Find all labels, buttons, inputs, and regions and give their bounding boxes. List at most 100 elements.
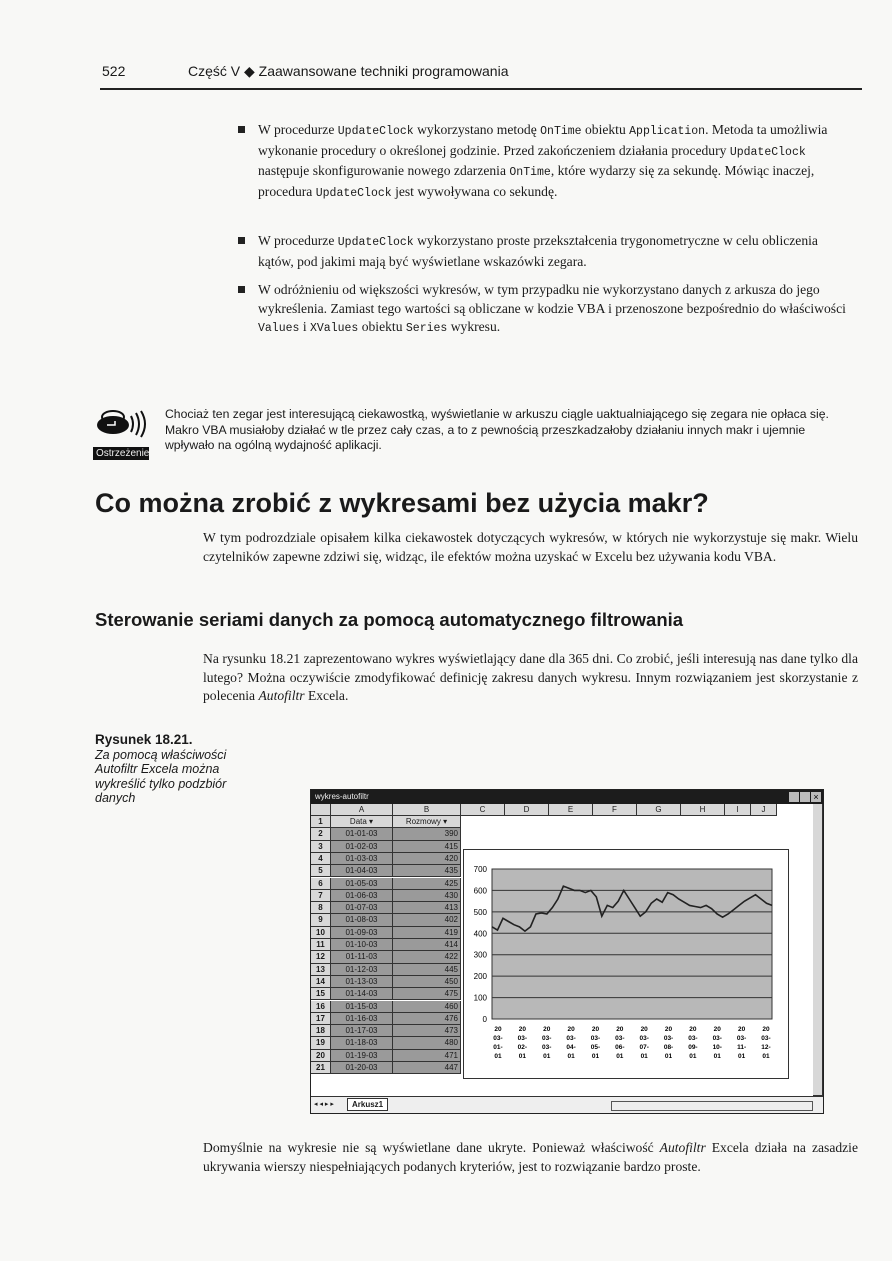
row-header[interactable]: 21 [311,1062,331,1075]
value-cell[interactable]: 476 [393,1012,461,1026]
row-header[interactable]: 16 [311,1000,331,1013]
row-header[interactable]: 14 [311,975,331,989]
date-cell[interactable]: 01-09-03 [331,926,393,939]
value-cell[interactable]: 390 [393,828,461,841]
value-cell[interactable]: 445 [393,963,461,976]
column-header-c[interactable]: C [461,804,505,816]
maximize-icon[interactable] [800,792,810,802]
date-cell[interactable]: 01-19-03 [331,1049,393,1062]
x-tick-label: 20 03-06-01 [615,1026,624,1060]
date-cell[interactable]: 01-16-03 [331,1012,393,1026]
select-all-corner[interactable] [311,804,331,816]
column-header-a[interactable]: A [331,804,393,816]
value-cell[interactable]: 471 [393,1049,461,1062]
column-header-j[interactable]: J [751,804,777,816]
row-header[interactable]: 18 [311,1025,331,1038]
value-cell[interactable]: 425 [393,877,461,890]
date-cell[interactable]: 01-18-03 [331,1037,393,1050]
emphasis: Autofiltr [659,1140,706,1155]
code-identifier: UpdateClock [337,125,414,138]
date-cell[interactable]: 01-07-03 [331,902,393,915]
value-cell[interactable]: 413 [393,902,461,915]
embedded-chart[interactable]: 0 100 200 300 400 500 600 700 20 03-01-01 20 03-02-… [463,849,789,1079]
row-header[interactable]: 20 [311,1049,331,1062]
close-icon[interactable]: × [811,792,821,802]
column-header-g[interactable]: G [637,804,681,816]
column-header-h[interactable]: H [681,804,725,816]
date-cell[interactable]: 01-17-03 [331,1025,393,1038]
sheet-tab-bar: ◂ ◂ ▸ ▸ Arkusz1 [311,1096,823,1113]
row-header[interactable]: 5 [311,865,331,878]
row-header[interactable]: 3 [311,840,331,853]
value-cell[interactable]: 430 [393,889,461,903]
bullet-text: W procedurze UpdateClock wykorzystano me… [258,121,848,203]
date-cell[interactable]: 01-05-03 [331,877,393,890]
column-header-d[interactable]: D [505,804,549,816]
date-cell[interactable]: 01-13-03 [331,975,393,989]
date-cell[interactable]: 01-06-03 [331,889,393,903]
x-tick-label: 20 03-08-01 [664,1026,673,1060]
figure-caption: Rysunek 18.21. Za pomocą właściwości Aut… [95,732,275,806]
text: . Metoda ta umożliwia wykonanie procedur… [258,122,828,158]
row-header[interactable]: 10 [311,926,331,939]
value-cell[interactable]: 473 [393,1025,461,1038]
date-cell[interactable]: 01-08-03 [331,914,393,927]
date-cell[interactable]: 01-20-03 [331,1062,393,1075]
vertical-scrollbar[interactable] [813,804,823,1096]
date-cell[interactable]: 01-11-03 [331,951,393,964]
code-identifier: XValues [310,322,359,336]
value-cell[interactable]: 435 [393,865,461,878]
date-cell[interactable]: 01-15-03 [331,1000,393,1013]
value-cell[interactable]: 480 [393,1037,461,1050]
bullet-item: W procedurze UpdateClock wykorzystano me… [238,121,848,203]
date-cell[interactable]: 01-14-03 [331,988,393,1001]
horizontal-scrollbar[interactable] [611,1101,813,1111]
value-cell[interactable]: 422 [393,951,461,964]
value-cell[interactable]: 420 [393,852,461,866]
value-cell[interactable]: 414 [393,939,461,952]
row-header[interactable]: 6 [311,877,331,890]
row-header[interactable]: 11 [311,939,331,952]
value-cell[interactable]: 450 [393,975,461,989]
value-cell[interactable]: 419 [393,926,461,939]
column-header-e[interactable]: E [549,804,593,816]
column-header-b[interactable]: B [393,804,461,816]
header-rule [100,88,862,90]
sheet-tab-arkusz1[interactable]: Arkusz1 [347,1098,389,1111]
row-header[interactable]: 2 [311,828,331,841]
text: Excela działa na zasadzie ukrywania wier… [203,1140,858,1174]
code-identifier: Values [258,322,300,336]
row-header[interactable]: 9 [311,914,331,927]
date-cell[interactable]: 01-01-03 [331,828,393,841]
column-header-f[interactable]: F [593,804,637,816]
row-header[interactable]: 19 [311,1037,331,1050]
value-cell[interactable]: 415 [393,840,461,853]
date-cell[interactable]: 01-12-03 [331,963,393,976]
text: wykorzystano proste przekształcenia tryg… [258,233,818,269]
column-filter-data[interactable]: Data ▾ [331,816,393,829]
row-header[interactable]: 1 [311,816,331,829]
date-cell[interactable]: 01-02-03 [331,840,393,853]
value-cell[interactable]: 460 [393,1000,461,1013]
text: Excela. [304,688,349,704]
sheet-nav-arrows-icon[interactable]: ◂ ◂ ▸ ▸ [314,1101,334,1108]
x-tick-label: 20 03-03-01 [542,1026,551,1060]
column-filter-rozmowy[interactable]: Rozmowy ▾ [393,816,461,829]
row-header[interactable]: 15 [311,988,331,1001]
row-header[interactable]: 8 [311,902,331,915]
date-cell[interactable]: 01-04-03 [331,865,393,878]
y-tick-label: 100 [474,994,488,1003]
value-cell[interactable]: 475 [393,988,461,1001]
date-cell[interactable]: 01-03-03 [331,852,393,866]
value-cell[interactable]: 402 [393,914,461,927]
row-header[interactable]: 13 [311,963,331,976]
row-header[interactable]: 12 [311,951,331,964]
row-header[interactable]: 17 [311,1012,331,1026]
window-titlebar[interactable]: wykres-autofiltr × [311,790,823,804]
restore-icon[interactable] [789,792,799,802]
date-cell[interactable]: 01-10-03 [331,939,393,952]
value-cell[interactable]: 447 [393,1062,461,1075]
row-header[interactable]: 4 [311,852,331,866]
column-header-i[interactable]: I [725,804,751,816]
row-header[interactable]: 7 [311,889,331,903]
